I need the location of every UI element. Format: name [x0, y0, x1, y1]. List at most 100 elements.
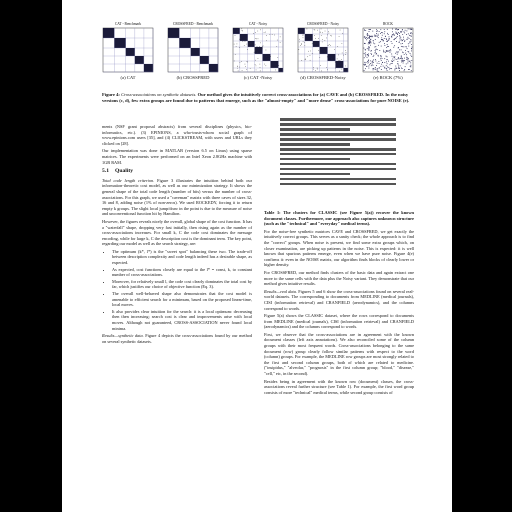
scatter-point [407, 51, 409, 52]
noise-point [259, 70, 261, 72]
scatter-point [391, 68, 393, 70]
noise-point [254, 50, 256, 51]
scatter-point [381, 32, 382, 33]
noise-point [242, 41, 244, 43]
scatter-point [370, 60, 372, 62]
noise-point [341, 68, 343, 70]
scatter-point [386, 28, 388, 30]
scatter-point [367, 43, 369, 45]
scatter-point [379, 67, 380, 69]
noise-point [298, 49, 300, 50]
noise-point [321, 70, 322, 72]
scatter-point [386, 32, 388, 34]
scatter-point [388, 39, 390, 41]
scatter-point [371, 53, 372, 55]
scatter-point [369, 39, 371, 41]
noise-point [341, 43, 343, 44]
scatter-point [374, 68, 376, 70]
noise-point [237, 67, 238, 69]
scatter-point [382, 40, 384, 41]
scatter-point [404, 29, 406, 31]
scatter-point [394, 56, 396, 58]
scatter-point [386, 59, 388, 60]
scatter-point [368, 59, 370, 61]
noise-point [246, 69, 248, 70]
list-item: Moreover, for relatively small l, the co… [112, 279, 252, 290]
scatter-point [366, 56, 368, 58]
table-row [280, 127, 350, 131]
scatter-point [400, 59, 402, 61]
scatter-point [375, 46, 377, 48]
scatter-point [363, 36, 365, 38]
scatter-point [369, 41, 371, 43]
table-row [280, 142, 350, 146]
scatter-point [386, 40, 388, 42]
noise-point [311, 53, 313, 54]
scatter-point [393, 60, 395, 62]
scatter-point [396, 41, 397, 42]
scatter-point [397, 63, 399, 65]
noise-point [257, 52, 258, 53]
noise-point [327, 69, 328, 71]
scatter-point [374, 46, 376, 48]
scatter-point [386, 63, 388, 65]
dense-block [114, 38, 126, 48]
noise-point [240, 38, 241, 39]
scatter-point [381, 63, 383, 65]
crossfred-paragraph: For CROSSFRED, our method finds clusters… [264, 269, 414, 287]
scatter-point [377, 70, 379, 72]
scatter-point [365, 37, 366, 39]
dense-block [190, 48, 200, 56]
noise-point [245, 66, 246, 67]
scatter-point [376, 68, 378, 69]
noise-point [337, 46, 339, 47]
scatter-point [376, 49, 378, 51]
scatter-point [384, 36, 386, 37]
scatter-point [374, 38, 376, 40]
scatter-point [404, 40, 406, 42]
scatter-point [389, 68, 390, 70]
noise-point [302, 34, 304, 36]
scatter-point [395, 28, 397, 30]
noise-point [319, 56, 321, 58]
scatter-point [398, 29, 399, 30]
noise-point [236, 43, 238, 45]
scatter-point [411, 60, 413, 62]
noise-point [263, 32, 265, 33]
scatter-point [363, 47, 365, 49]
scatter-point [378, 31, 380, 32]
scatter-point [399, 68, 400, 69]
scatter-point [394, 45, 396, 47]
scatter-point [408, 69, 410, 70]
noise-point [345, 50, 346, 51]
scatter-point [404, 32, 406, 34]
scatter-point [367, 47, 369, 49]
scatter-point [407, 33, 409, 35]
scatter-point [379, 32, 381, 34]
noise-point [314, 42, 316, 44]
synthetic-results-paragraph: Results—synthetic data. Figure 4 depicts… [102, 333, 253, 344]
noise-point [255, 59, 256, 61]
noise-point [257, 38, 259, 40]
scatter-point [367, 33, 368, 34]
scatter-point [410, 70, 412, 72]
figure-panel: CAT - Benchmark (a) CAT [102, 22, 154, 80]
scatter-point [383, 51, 384, 53]
noise-point [319, 31, 321, 33]
dense-block [304, 34, 313, 41]
scatter-point [398, 47, 399, 48]
noise-point [315, 38, 316, 39]
scatter-point [364, 68, 366, 70]
scatter-point [394, 69, 396, 71]
scatter-point [369, 36, 371, 37]
noise-point [341, 59, 342, 60]
scatter-point [386, 44, 388, 45]
list-item: The overall well-behaved shape also demo… [112, 291, 252, 308]
scatter-point [390, 41, 392, 42]
scatter-point [401, 68, 403, 69]
scatter-point [402, 51, 404, 53]
table-row [280, 122, 396, 126]
scatter-point [410, 32, 412, 33]
noise-point [328, 31, 329, 32]
scatter-point [404, 60, 405, 62]
